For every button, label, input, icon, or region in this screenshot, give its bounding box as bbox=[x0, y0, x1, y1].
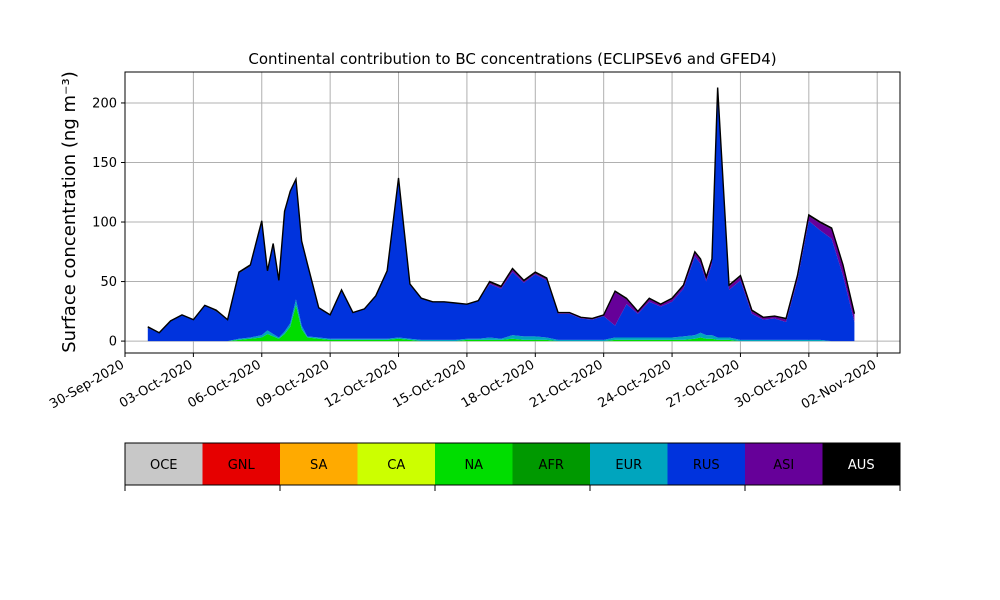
legend-label-na: NA bbox=[464, 458, 483, 473]
x-tick-label: 24-Oct-2020 bbox=[596, 357, 674, 411]
x-tick-label: 06-Oct-2020 bbox=[185, 357, 263, 411]
legend-swatch-asi bbox=[745, 443, 823, 485]
legend-label-rus: RUS bbox=[693, 458, 720, 473]
legend-label-ca: CA bbox=[387, 458, 405, 473]
legend-swatch-sa bbox=[280, 443, 358, 485]
x-tick-label: 12-Oct-2020 bbox=[322, 357, 400, 411]
legend-swatch-rus bbox=[667, 443, 745, 485]
y-tick-label: 150 bbox=[92, 156, 117, 171]
y-tick-label: 100 bbox=[92, 216, 117, 231]
x-tick-label: 15-Oct-2020 bbox=[391, 357, 469, 411]
legend-label-eur: EUR bbox=[615, 458, 642, 473]
legend-swatch-oce bbox=[125, 443, 203, 485]
axes: 0 50 100 150 200 30-Sep-202003-Oct-202006-Oct… bbox=[47, 71, 901, 412]
x-tick-label: 21-Oct-2020 bbox=[527, 357, 605, 411]
y-tick-label: 50 bbox=[100, 275, 117, 290]
region-colorbar-legend: OCE GNL SA CA NA AFR EUR RUS ASI AUS bbox=[124, 442, 901, 491]
y-tick-label: 200 bbox=[92, 96, 117, 111]
total-outline bbox=[147, 87, 856, 334]
plot-frame bbox=[124, 71, 901, 354]
legend-swatch-afr bbox=[512, 443, 590, 485]
legend-swatch-aus bbox=[822, 443, 900, 485]
legend-swatch-na bbox=[435, 443, 513, 485]
x-tick-label: 02-Nov-2020 bbox=[799, 357, 879, 412]
x-tick-label: 09-Oct-2020 bbox=[254, 357, 332, 411]
legend-label-sa: SA bbox=[310, 458, 327, 473]
chart-title: Continental contribution to BC concentra… bbox=[248, 50, 776, 68]
y-axis-label: Surface concentration (ng m⁻³) bbox=[59, 71, 80, 353]
x-tick-label: 30-Oct-2020 bbox=[732, 357, 810, 411]
legend-swatch-gnl bbox=[202, 443, 280, 485]
y-tick-label: 0 bbox=[109, 335, 117, 350]
x-tick-label: 03-Oct-2020 bbox=[117, 357, 195, 411]
x-tick-label: 18-Oct-2020 bbox=[459, 357, 537, 411]
legend-label-afr: AFR bbox=[539, 458, 564, 473]
legend-label-gnl: GNL bbox=[228, 458, 256, 473]
legend-swatch-eur bbox=[590, 443, 668, 485]
stacked-area-series bbox=[147, 87, 856, 342]
area-series-rus bbox=[147, 93, 855, 342]
legend-label-asi: ASI bbox=[773, 458, 794, 473]
x-tick-label: 30-Sep-2020 bbox=[47, 357, 127, 412]
legend-swatch-ca bbox=[357, 443, 435, 485]
legend-label-aus: AUS bbox=[848, 458, 875, 473]
legend-label-oce: OCE bbox=[150, 458, 178, 473]
legend-frame bbox=[124, 442, 901, 486]
x-tick-label: 27-Oct-2020 bbox=[664, 357, 742, 411]
